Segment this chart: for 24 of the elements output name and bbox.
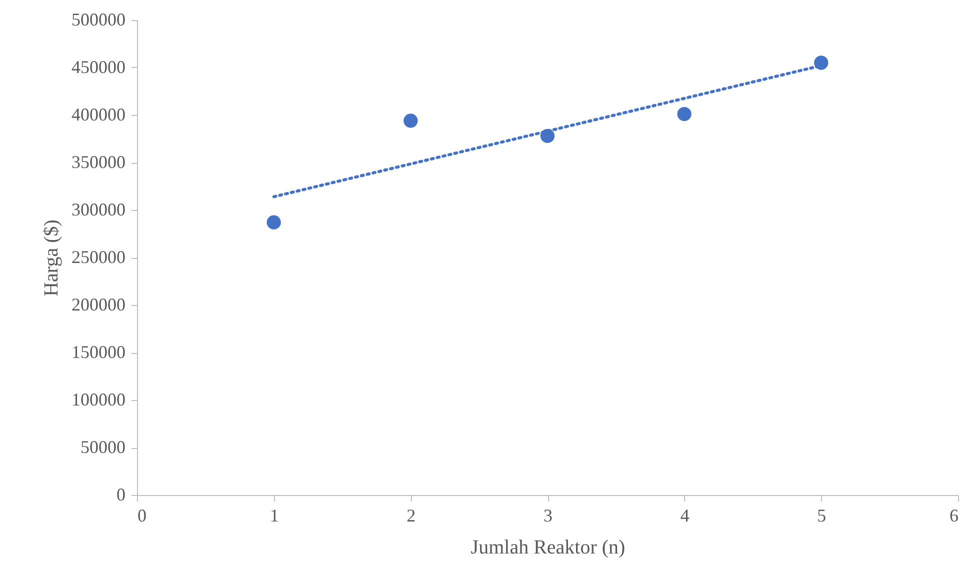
y-tick-label: 500000 xyxy=(72,10,126,30)
point xyxy=(677,106,692,122)
y-tick-label: 300000 xyxy=(72,200,126,220)
y-tick-label: 200000 xyxy=(72,294,126,314)
y-tick-label: 50000 xyxy=(80,437,126,457)
y-tick-label: 400000 xyxy=(72,104,126,124)
x-tick-label: 5 xyxy=(817,506,826,526)
x-tick-label: 1 xyxy=(270,506,279,526)
x-tick-label: 2 xyxy=(406,506,416,526)
y-tick-label: 0 xyxy=(116,484,126,504)
x-tick-label: 3 xyxy=(544,506,552,526)
y-tick-label: 150000 xyxy=(72,342,126,362)
point xyxy=(266,215,281,230)
y-tick-label: 450000 xyxy=(72,57,126,77)
y-axis-title: Harga ($) xyxy=(40,220,62,296)
point xyxy=(404,114,418,128)
x-tick-label: 6 xyxy=(950,506,958,526)
x-axis-title: Jumlah Reaktor (n) xyxy=(470,536,626,558)
y-tick-label: 100000 xyxy=(72,390,126,410)
y-tick-label: 250000 xyxy=(72,247,126,267)
x-tick-label: 0 xyxy=(138,506,146,526)
y-tick-label: 350000 xyxy=(72,152,126,172)
point xyxy=(814,56,828,70)
x-tick-label: 4 xyxy=(680,506,690,526)
